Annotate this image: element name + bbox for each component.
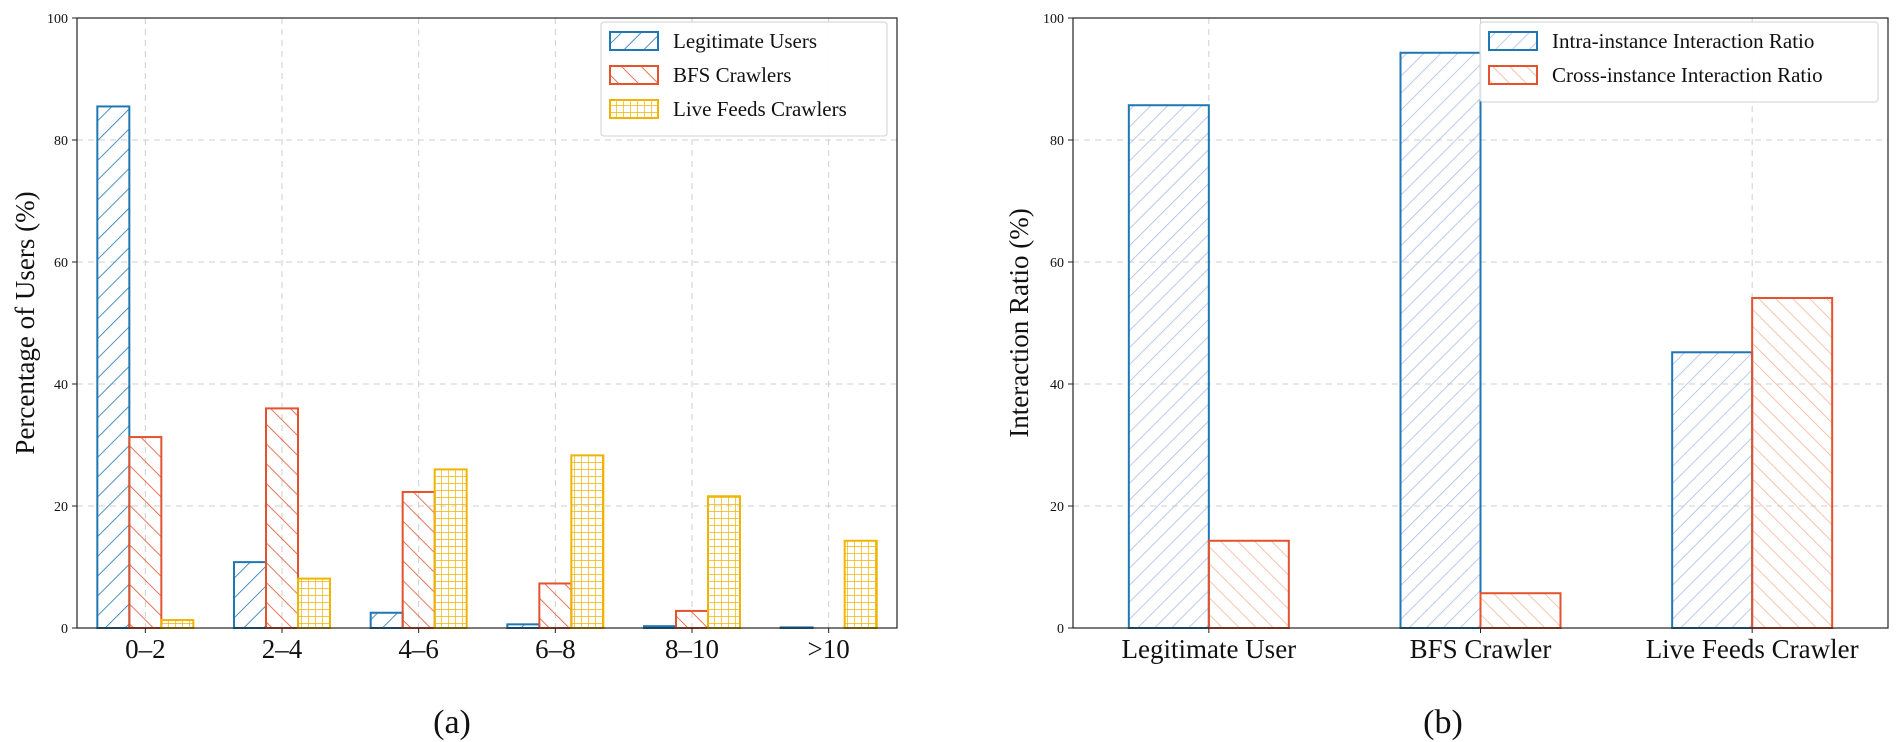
- bar: [160, 619, 195, 630]
- legend-swatch: [1488, 31, 1538, 51]
- bar: [369, 611, 404, 629]
- x-tick-label: 6–8: [535, 634, 576, 664]
- y-tick-label: 100: [47, 12, 68, 27]
- x-tick-label: BFS Crawler: [1410, 634, 1552, 664]
- y-tick-label: 60: [54, 256, 68, 271]
- bar: [297, 577, 331, 630]
- panel-label: (a): [433, 704, 471, 741]
- y-tick-label: 0: [1057, 622, 1064, 637]
- x-tick-label: 0–2: [125, 634, 166, 664]
- x-tick-label: 2–4: [262, 634, 303, 664]
- x-tick-label: 4–6: [398, 634, 439, 664]
- legend-box: [600, 21, 888, 137]
- chart-a: 0 20 40 60 80 100 0–2 2–4 4–6 6–8 8–10 >10 Percentag…: [10, 12, 898, 741]
- plot-frame: [76, 17, 898, 629]
- x-tick-label: 8–10: [665, 634, 719, 664]
- y-tick-label: 60: [1050, 256, 1064, 271]
- legend-swatch: [609, 99, 659, 119]
- bar: [233, 561, 267, 629]
- y-tick-label: 80: [54, 134, 68, 149]
- legend-label: Cross-instance Interaction Ratio: [1552, 63, 1823, 87]
- bar: [843, 539, 878, 630]
- y-tick-label: 80: [1050, 134, 1064, 149]
- y-tick-label: 40: [1050, 378, 1064, 393]
- chart-b: 0 20 40 60 80 100 Legitimate User BFS Crawler Li…: [1004, 12, 1889, 741]
- bar: [1207, 539, 1290, 630]
- bar: [707, 495, 741, 629]
- y-tick-label: 0: [61, 622, 68, 637]
- panel-label: (b): [1423, 704, 1463, 741]
- bar: [433, 468, 468, 629]
- y-tick-label: 20: [1050, 500, 1064, 515]
- legend-label: Legitimate Users: [673, 29, 817, 53]
- x-tick-label: Legitimate User: [1121, 634, 1296, 664]
- bar: [538, 582, 573, 629]
- bar: [128, 436, 163, 629]
- y-axis-label: Interaction Ratio (%): [1004, 208, 1034, 437]
- legend-swatch: [609, 65, 659, 85]
- bar: [1751, 296, 1834, 629]
- bar: [265, 407, 299, 629]
- y-axis-label: Percentage of Users (%): [10, 191, 40, 454]
- x-tick-label: Live Feeds Crawler: [1646, 634, 1859, 664]
- legend-label: Live Feeds Crawlers: [673, 97, 847, 121]
- y-tick-label: 40: [54, 378, 68, 393]
- bar: [1127, 104, 1210, 630]
- bar: [675, 609, 709, 629]
- bar: [1671, 351, 1754, 629]
- bar: [570, 454, 605, 629]
- bar: [96, 105, 131, 629]
- legend-box: [1479, 21, 1879, 103]
- legend-label: BFS Crawlers: [673, 63, 791, 87]
- legend-label: Intra-instance Interaction Ratio: [1552, 29, 1814, 53]
- bar: [401, 490, 436, 629]
- y-tick-label: 20: [54, 500, 68, 515]
- bar: [1479, 592, 1562, 629]
- legend-swatch: [609, 31, 659, 51]
- legend-swatch: [1488, 65, 1538, 85]
- x-tick-label: >10: [808, 634, 850, 664]
- y-tick-label: 100: [1043, 12, 1064, 27]
- bar: [1399, 51, 1482, 629]
